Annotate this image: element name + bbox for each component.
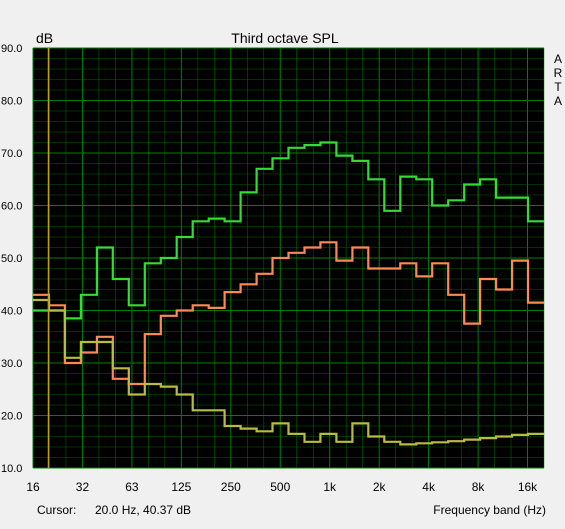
x-tick-labels: 16 32 63 125 250 500 1k 2k 4k 8k 16k (26, 480, 538, 494)
x-tick-label: 16k (518, 480, 538, 494)
y-tick-label: 50.0 (1, 253, 22, 265)
x-tick-label: 63 (125, 480, 139, 494)
x-tick-label: 1k (323, 480, 337, 494)
cursor-label: Cursor: (37, 503, 76, 517)
y-tick-label: 80.0 (1, 96, 22, 108)
y-tick-labels: 90.0 80.0 70.0 60.0 50.0 40.0 30.0 20.0 10.0 (1, 43, 22, 475)
x-tick-label: 4k (422, 480, 436, 494)
series-layer (33, 141, 544, 446)
brand-letter: R (554, 66, 563, 80)
brand-letter: T (554, 80, 562, 94)
grid (32, 47, 545, 469)
y-tick-label: 60.0 (1, 201, 22, 213)
x-tick-label: 500 (270, 480, 290, 494)
x-tick-label: 250 (221, 480, 241, 494)
x-tick-label: 2k (373, 480, 387, 494)
cursor-readout: 20.0 Hz, 40.37 dB (95, 503, 191, 517)
brand-letter: A (554, 52, 562, 66)
y-tick-label: 40.0 (1, 306, 22, 318)
series-line-3 (33, 298, 544, 446)
x-tick-label: 32 (76, 480, 90, 494)
y-axis-label: dB (36, 30, 53, 46)
x-tick-label: 16 (26, 480, 40, 494)
series-line-2 (33, 241, 544, 386)
y-tick-label: 90.0 (1, 43, 22, 55)
y-tick-label: 70.0 (1, 148, 22, 160)
y-tick-label: 10.0 (1, 463, 22, 475)
chart-title: Third octave SPL (231, 30, 339, 46)
x-axis-label: Frequency band (Hz) (433, 503, 546, 517)
y-tick-label: 20.0 (1, 411, 22, 423)
brand-letter: A (554, 94, 562, 108)
x-tick-label: 8k (472, 480, 486, 494)
x-tick-label: 125 (171, 480, 191, 494)
y-tick-label: 30.0 (1, 358, 22, 370)
series-line-1 (33, 141, 544, 320)
